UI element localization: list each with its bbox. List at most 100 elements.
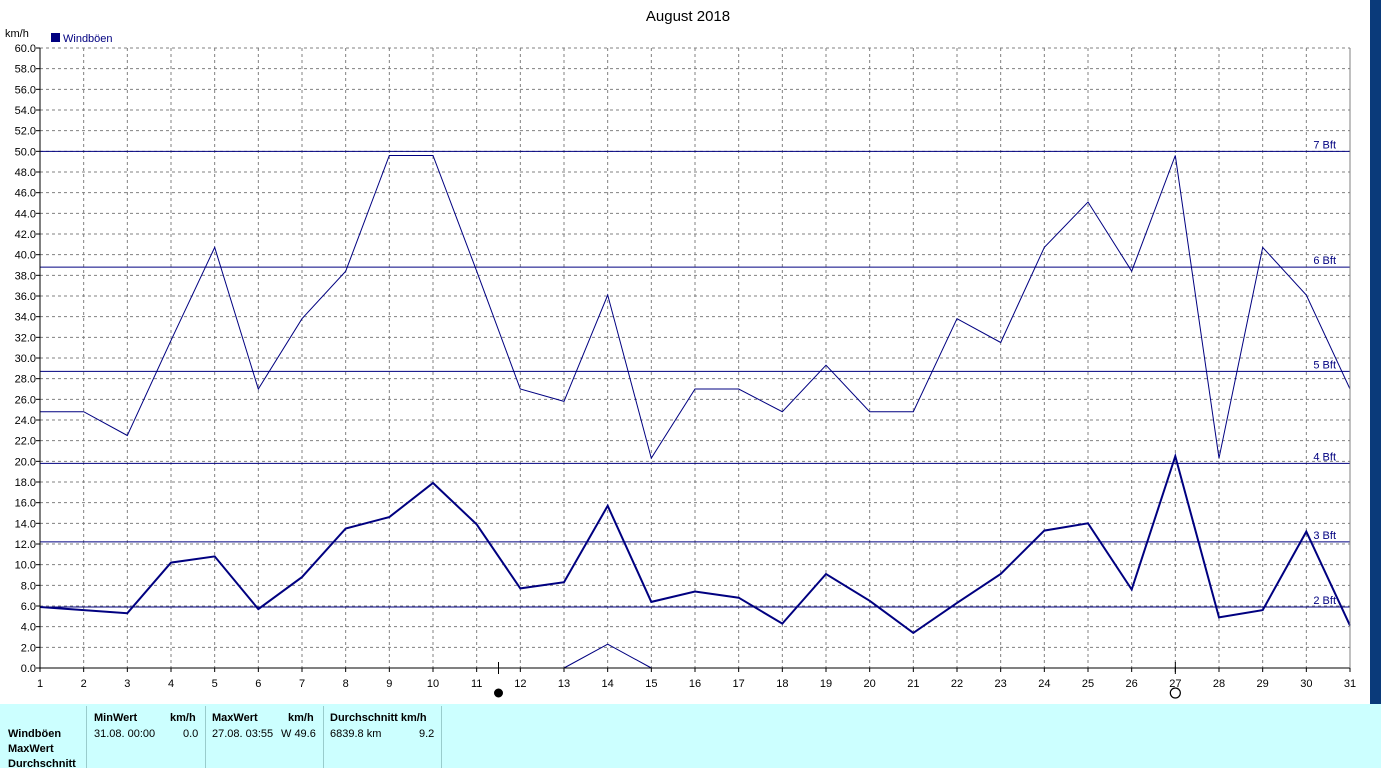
y-tick-label: 24.0 bbox=[15, 415, 36, 427]
x-tick-label: 9 bbox=[386, 678, 392, 690]
series-layer bbox=[39, 155, 1351, 669]
max-unit-header: km/h bbox=[288, 712, 314, 724]
y-tick-label: 54.0 bbox=[15, 105, 36, 117]
beaufort-label: 6 Bft bbox=[1313, 255, 1336, 267]
max-date: 27.08. 03:55 bbox=[212, 728, 274, 740]
y-tick-label: 16.0 bbox=[15, 498, 36, 510]
beaufort-label: 5 Bft bbox=[1313, 359, 1336, 371]
y-tick-label: 26.0 bbox=[15, 394, 36, 406]
y-axis-unit: km/h bbox=[5, 28, 29, 40]
y-tick-label: 46.0 bbox=[15, 188, 36, 200]
beaufort-label: 2 Bft bbox=[1313, 595, 1336, 607]
y-tick-label: 22.0 bbox=[15, 436, 36, 448]
avg-value: 9.2 bbox=[419, 728, 435, 740]
x-tick-label: 7 bbox=[299, 678, 305, 690]
y-tick-label: 8.0 bbox=[21, 580, 36, 592]
y-tick-label: 34.0 bbox=[15, 312, 36, 324]
min-value: 0.0 bbox=[183, 728, 199, 740]
min-date: 31.08. 00:00 bbox=[94, 728, 156, 740]
x-tick-label: 21 bbox=[907, 678, 919, 690]
x-tick-label: 20 bbox=[864, 678, 876, 690]
y-tick-label: 44.0 bbox=[15, 208, 36, 220]
y-tick-label: 12.0 bbox=[15, 539, 36, 551]
y-tick-label: 6.0 bbox=[21, 601, 36, 613]
beaufort-lines: 2 Bft 3 Bft 4 Bft 5 Bft 6 Bft 7 Bft bbox=[40, 139, 1350, 608]
y-tick-label: 2.0 bbox=[21, 642, 36, 654]
avg-header: Durchschnitt km/h bbox=[330, 712, 427, 724]
minwert-header: MinWert bbox=[94, 712, 138, 724]
stats-separator bbox=[323, 706, 324, 768]
x-tick-label: 12 bbox=[514, 678, 526, 690]
legend-swatch bbox=[51, 33, 60, 42]
window-edge bbox=[1370, 0, 1381, 704]
maxwert-header: MaxWert bbox=[212, 712, 258, 724]
y-tick-label: 30.0 bbox=[15, 353, 36, 365]
stats-row-label: Durchschnitt bbox=[8, 758, 76, 770]
x-tick-label: 29 bbox=[1257, 678, 1269, 690]
legend-label: Windböen bbox=[63, 33, 113, 45]
x-tick-label: 30 bbox=[1300, 678, 1312, 690]
stats-row-label: MaxWert bbox=[8, 743, 54, 755]
stats-row-label: Windböen bbox=[8, 728, 62, 740]
x-tick-label: 24 bbox=[1038, 678, 1050, 690]
chart-title: August 2018 bbox=[646, 8, 730, 25]
x-tick-label: 17 bbox=[733, 678, 745, 690]
x-tick-label: 10 bbox=[427, 678, 439, 690]
y-tick-label: 28.0 bbox=[15, 374, 36, 386]
y-tick-label: 32.0 bbox=[15, 332, 36, 344]
beaufort-label: 3 Bft bbox=[1313, 530, 1336, 542]
series-line bbox=[40, 155, 1351, 460]
axes: 0.0 2.0 4.0 6.0 8.0 10.0 12.0 14.0 16.0 18.0 20.0 2… bbox=[15, 43, 1356, 699]
y-tick-label: 40.0 bbox=[15, 250, 36, 262]
x-tick-label: 4 bbox=[168, 678, 174, 690]
x-tick-label: 26 bbox=[1126, 678, 1138, 690]
y-tick-label: 52.0 bbox=[15, 126, 36, 138]
y-tick-label: 60.0 bbox=[15, 43, 36, 55]
y-tick-label: 58.0 bbox=[15, 64, 36, 76]
avg-distance: 6839.8 km bbox=[330, 728, 382, 740]
grid bbox=[40, 47, 1350, 668]
x-tick-label: 27 bbox=[1169, 678, 1181, 690]
stats-panel: Windböen MaxWert Durchschnitt MinWert km… bbox=[0, 704, 1381, 770]
y-tick-label: 42.0 bbox=[15, 229, 36, 241]
x-tick-label: 5 bbox=[212, 678, 218, 690]
x-tick-label: 22 bbox=[951, 678, 963, 690]
x-tick-label: 11 bbox=[471, 678, 482, 690]
y-tick-label: 50.0 bbox=[15, 146, 36, 158]
min-unit-header: km/h bbox=[170, 712, 196, 724]
x-tick-label: 2 bbox=[81, 678, 87, 690]
new-moon-icon bbox=[1169, 687, 1181, 699]
beaufort-label: 4 Bft bbox=[1313, 451, 1336, 463]
x-tick-label: 19 bbox=[820, 678, 832, 690]
x-tick-label: 23 bbox=[995, 678, 1007, 690]
y-tick-label: 18.0 bbox=[15, 477, 36, 489]
x-tick-label: 25 bbox=[1082, 678, 1094, 690]
y-tick-label: 36.0 bbox=[15, 291, 36, 303]
x-tick-label: 13 bbox=[558, 678, 570, 690]
y-tick-label: 56.0 bbox=[15, 84, 36, 96]
y-tick-label: 38.0 bbox=[15, 270, 36, 282]
y-tick-label: 20.0 bbox=[15, 456, 36, 468]
x-tick-label: 16 bbox=[689, 678, 701, 690]
x-tick-label: 8 bbox=[343, 678, 349, 690]
y-tick-label: 48.0 bbox=[15, 167, 36, 179]
y-tick-label: 4.0 bbox=[21, 622, 36, 634]
y-tick-label: 10.0 bbox=[15, 560, 36, 572]
stats-separator bbox=[205, 706, 206, 768]
x-tick-label: 6 bbox=[255, 678, 261, 690]
stats-separator bbox=[441, 706, 442, 768]
x-tick-label: 15 bbox=[645, 678, 657, 690]
full-moon-icon bbox=[494, 688, 503, 698]
chart: 2 Bft 3 Bft 4 Bft 5 Bft 6 Bft 7 Bft 0.0 2.0 4.0… bbox=[5, 8, 1356, 699]
y-tick-label: 14.0 bbox=[15, 518, 36, 530]
x-tick-label: 1 bbox=[37, 678, 43, 690]
beaufort-label: 7 Bft bbox=[1313, 139, 1336, 151]
stats-separator bbox=[86, 706, 87, 768]
y-tick-label: 0.0 bbox=[21, 663, 36, 675]
series-line bbox=[39, 452, 1351, 635]
x-tick-label: 3 bbox=[124, 678, 130, 690]
max-value: W 49.6 bbox=[281, 728, 316, 740]
x-tick-label: 14 bbox=[602, 678, 614, 690]
series-line bbox=[563, 643, 652, 669]
x-tick-label: 28 bbox=[1213, 678, 1225, 690]
